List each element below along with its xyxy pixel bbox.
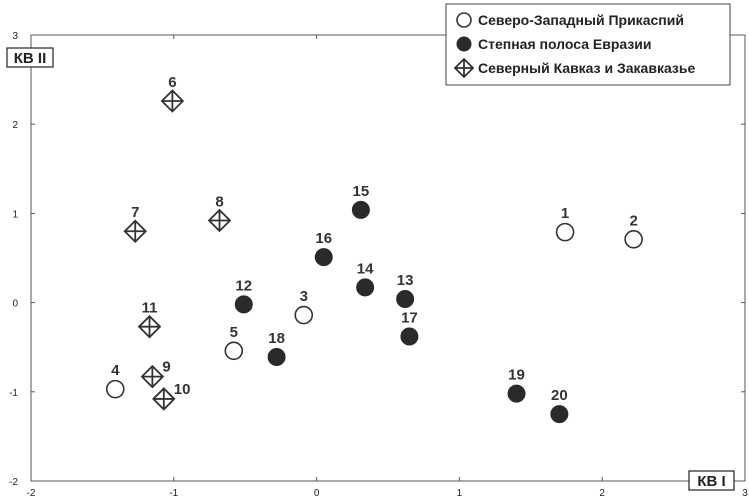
y-tick-label: 1 — [12, 209, 18, 220]
y-tick-label: 3 — [12, 31, 18, 42]
x-tick-label: 1 — [457, 488, 463, 499]
point-label: 14 — [357, 260, 374, 277]
data-point — [160, 89, 185, 113]
x-tick-label: 3 — [742, 488, 748, 499]
data-point — [152, 387, 176, 411]
data-point — [234, 295, 253, 314]
legend-marker — [453, 57, 475, 79]
data-point — [224, 341, 244, 361]
point-label: 17 — [401, 309, 418, 326]
legend-marker — [456, 12, 472, 28]
data-point — [314, 248, 333, 267]
point-label: 10 — [174, 381, 191, 398]
legend-label: Степная полоса Евразии — [478, 36, 652, 52]
point-label: 1 — [561, 205, 569, 222]
x-axis-title: КВ I — [697, 473, 725, 490]
data-point — [550, 405, 569, 424]
x-tick-label: 0 — [314, 488, 320, 499]
data-point — [624, 229, 643, 249]
data-point — [123, 219, 148, 244]
point-label: 20 — [551, 387, 568, 404]
data-point — [555, 222, 575, 242]
legend-label: Северо-Западный Прикаспий — [478, 12, 684, 28]
point-label: 16 — [315, 230, 332, 247]
data-point — [351, 200, 370, 219]
point-label: 18 — [268, 330, 285, 347]
point-label: 7 — [131, 204, 139, 221]
point-label: 13 — [397, 272, 414, 289]
legend-label: Северный Кавказ и Закавказье — [478, 60, 695, 76]
point-label: 12 — [235, 277, 252, 294]
plot-frame — [30, 34, 746, 482]
point-label: 6 — [168, 74, 176, 91]
point-label: 11 — [142, 300, 158, 317]
data-point — [105, 379, 125, 399]
data-point — [137, 314, 162, 339]
y-tick-label: 2 — [12, 120, 18, 131]
data-point — [140, 364, 165, 389]
legend-marker — [456, 36, 472, 52]
y-tick-label: 0 — [12, 299, 18, 310]
point-label: 15 — [353, 183, 370, 200]
point-label: 2 — [629, 212, 637, 229]
data-point — [507, 384, 526, 403]
data-point — [207, 208, 232, 233]
x-tick-label: -2 — [27, 488, 36, 499]
data-point — [400, 327, 419, 346]
x-axis-title-box: КВ I — [688, 470, 735, 491]
data-point — [294, 305, 314, 325]
y-axis-title-box: КВ II — [6, 47, 54, 68]
point-label: 4 — [111, 362, 120, 379]
y-axis-title: КВ II — [14, 50, 47, 67]
point-label: 3 — [300, 288, 308, 305]
data-point — [267, 348, 286, 367]
point-label: 9 — [162, 359, 170, 376]
y-tick-label: -2 — [9, 477, 18, 488]
x-tick-label: 2 — [599, 488, 605, 499]
data-point — [396, 290, 415, 309]
x-tick-label: -1 — [169, 488, 178, 499]
legend-box — [445, 3, 731, 86]
y-tick-label: -1 — [9, 388, 18, 399]
point-label: 5 — [230, 324, 238, 341]
point-label: 8 — [215, 194, 223, 211]
data-point — [356, 278, 375, 297]
legend: Северо-Западный Прикаспий Степная полоса … — [445, 3, 731, 86]
point-label: 19 — [508, 367, 525, 384]
